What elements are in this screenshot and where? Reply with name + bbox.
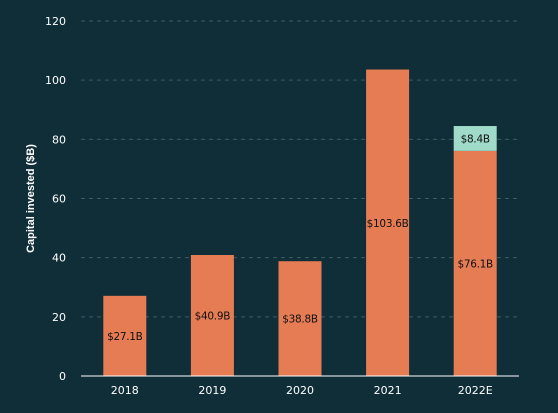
- x-tick-label: 2020: [286, 384, 314, 397]
- bars: $27.1B $40.9B $38.8B $103.6B $76.1B $8.4B: [103, 69, 497, 377]
- axes: 0 20 40 60 80 100 120 2018 2019 2020 2021 2022E: [45, 15, 519, 397]
- y-tick-label: 100: [45, 74, 66, 87]
- bar-2022E-series-1: [453, 150, 497, 376]
- bar-2018-series-1: [103, 295, 147, 376]
- x-tick-label: 2021: [374, 384, 402, 397]
- x-tick-label: 2018: [111, 384, 139, 397]
- bar-2020-series-1: [278, 261, 322, 376]
- y-tick-label: 60: [52, 193, 66, 206]
- y-tick-label: 40: [52, 252, 66, 265]
- bar-2019-series-1: [190, 255, 234, 376]
- y-tick-label: 20: [52, 311, 66, 324]
- bar-value-label: $8.4B: [461, 133, 490, 145]
- bar-value-label: $76.1B: [457, 258, 493, 270]
- y-axis-title: Capital invested ($B): [25, 144, 37, 253]
- bar-2022E-series-2: [453, 126, 497, 151]
- y-tick-label: 80: [52, 133, 66, 146]
- bar-value-label: $38.8B: [282, 314, 318, 326]
- bar-value-label: $27.1B: [107, 331, 143, 343]
- bar-2021-series-1: [366, 69, 410, 377]
- bar-value-label: $40.9B: [195, 311, 231, 323]
- y-tick-label: 0: [59, 370, 66, 383]
- y-tick-label: 120: [45, 15, 66, 28]
- bar-value-label: $103.6B: [367, 218, 409, 230]
- x-tick-label: 2022E: [458, 384, 493, 397]
- x-tick-label: 2019: [198, 384, 226, 397]
